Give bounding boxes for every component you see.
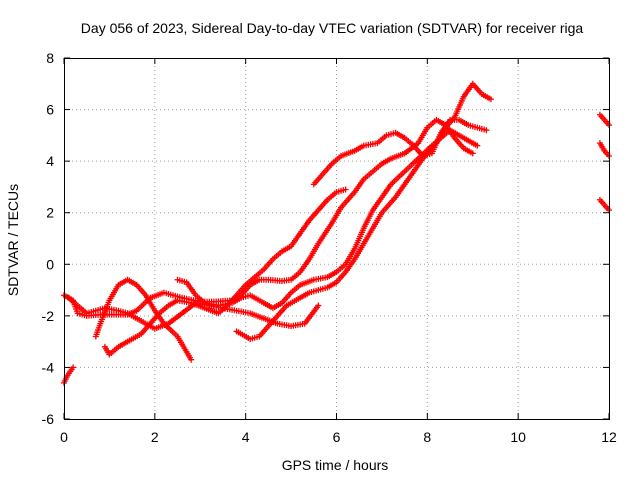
y-tick-label: 6 bbox=[46, 102, 54, 118]
data-marks bbox=[61, 80, 612, 386]
grid-lines bbox=[64, 58, 609, 419]
chart-title: Day 056 of 2023, Sidereal Day-to-day VTE… bbox=[81, 20, 584, 36]
y-tick-label: -6 bbox=[42, 411, 55, 427]
x-tick-label: 12 bbox=[601, 429, 617, 445]
series-arc-6 bbox=[174, 127, 481, 312]
y-tick-label: -4 bbox=[42, 359, 55, 375]
data-point bbox=[469, 150, 476, 157]
x-tick-label: 6 bbox=[333, 429, 341, 445]
y-tick-label: 0 bbox=[46, 256, 54, 272]
axis-ticks: 0 2 4 6 8 10 12 -6 -4 -2 0 2 4 6 8 bbox=[42, 50, 617, 445]
x-tick-label: 10 bbox=[510, 429, 526, 445]
x-tick-label: 4 bbox=[242, 429, 250, 445]
series-arc-3 bbox=[101, 186, 349, 358]
series-arc-8 bbox=[310, 116, 490, 188]
x-tick-label: 8 bbox=[423, 429, 431, 445]
data-point bbox=[342, 186, 349, 193]
data-point bbox=[188, 356, 195, 363]
y-tick-label: 8 bbox=[46, 50, 54, 66]
y-tick-label: -2 bbox=[42, 308, 55, 324]
x-tick-label: 0 bbox=[60, 429, 68, 445]
x-tick-label: 2 bbox=[151, 429, 159, 445]
data-point bbox=[487, 96, 494, 103]
data-point bbox=[70, 364, 77, 371]
data-point bbox=[474, 142, 481, 149]
data-point bbox=[315, 302, 322, 309]
y-axis-label: SDTVAR / TECUs bbox=[5, 184, 21, 296]
data-point bbox=[483, 127, 490, 134]
x-axis-label: GPS time / hours bbox=[282, 457, 389, 473]
y-tick-label: 2 bbox=[46, 205, 54, 221]
y-tick-label: 4 bbox=[46, 153, 54, 169]
